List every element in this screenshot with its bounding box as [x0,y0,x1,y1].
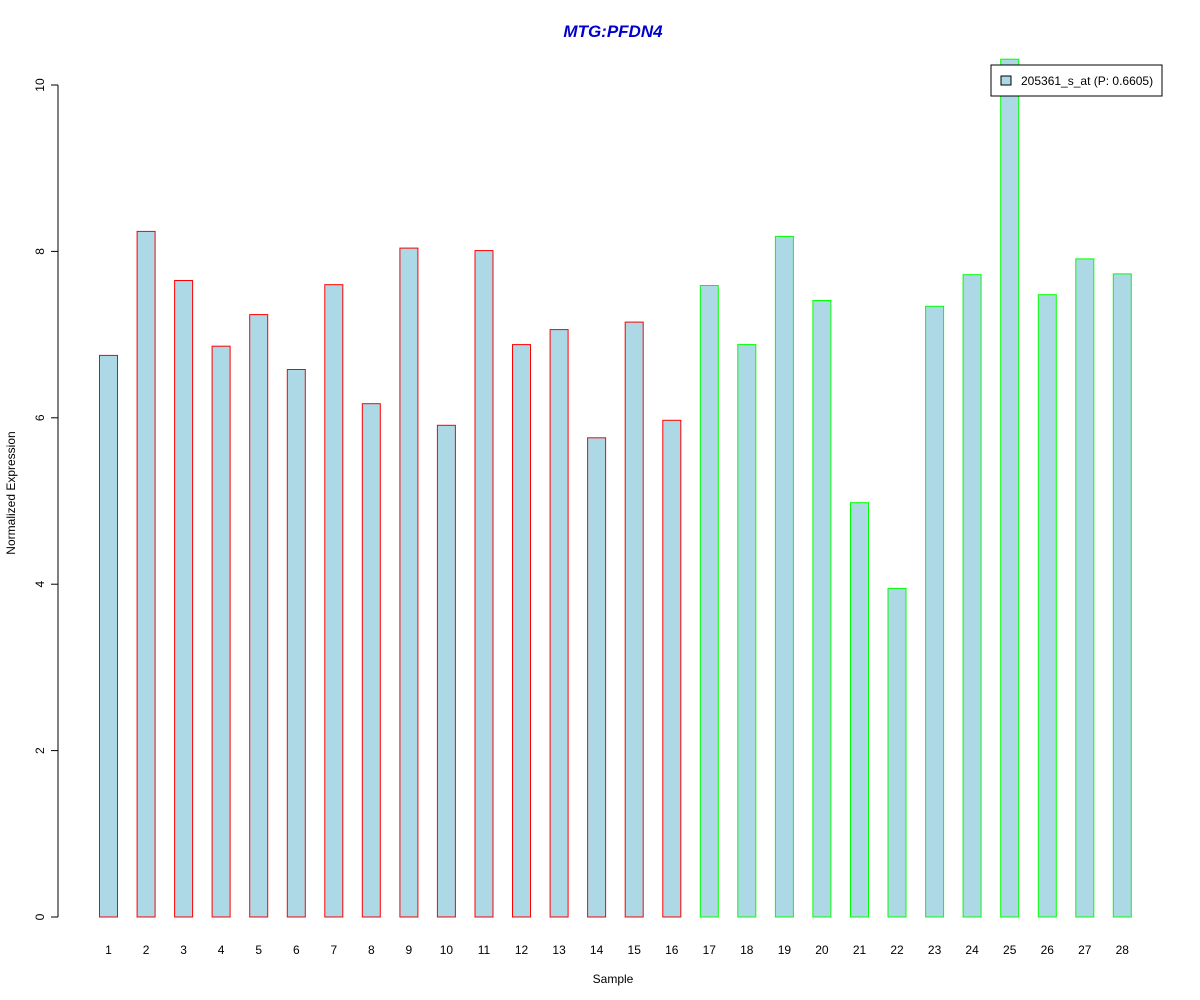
bar-sample-4 [211,345,231,918]
bar-sample-20 [812,300,832,918]
bar-sample-28 [1112,273,1132,918]
x-tick-label: 22 [890,943,904,957]
x-tick-label: 27 [1078,943,1092,957]
y-tick-label: 0 [33,913,47,920]
x-tick-label: 19 [778,943,792,957]
x-tick-label: 3 [180,943,187,957]
x-tick-label: 10 [440,943,454,957]
x-tick-label: 7 [330,943,337,957]
x-tick-label: 20 [815,943,829,957]
y-tick-label: 6 [33,414,47,421]
y-tick-label: 2 [33,747,47,754]
bar-sample-18 [737,344,757,918]
y-axis: 0 2 4 6 8 10 [33,78,59,920]
bar-sample-3 [174,280,194,918]
bar-sample-14 [587,437,607,918]
bar-sample-1 [99,354,118,918]
y-tick-label: 8 [33,248,47,255]
x-tick-label: 24 [965,943,979,957]
bar-sample-21 [850,502,869,918]
y-tick-label: 4 [33,581,47,588]
legend-swatch [1000,75,1012,86]
bar-sample-6 [286,369,306,918]
x-tick-label: 1 [105,943,112,957]
bar-sample-9 [399,247,419,918]
x-tick-label: 13 [552,943,566,957]
x-tick-label: 18 [740,943,754,957]
bar-sample-19 [774,235,794,918]
legend-box [990,64,1163,97]
x-tick-label: 28 [1116,943,1130,957]
x-tick-label: 6 [293,943,300,957]
bar-sample-12 [512,344,531,918]
x-tick-label: 16 [665,943,679,957]
bar-sample-13 [549,329,569,918]
legend: 205361_s_at (P: 0.6605) [990,64,1163,97]
x-tick-label: 9 [406,943,413,957]
bar-sample-24 [962,274,982,918]
legend-label: 205361_s_at (P: 0.6605) [1021,74,1153,88]
x-tick-label: 25 [1003,943,1017,957]
bar-sample-7 [324,284,344,918]
bar-sample-26 [1037,294,1057,918]
bar-sample-23 [925,305,945,918]
chart-title: MTG:PFDN4 [563,22,663,41]
x-tick-label: 2 [143,943,150,957]
y-axis-title: Normalized Expression [4,431,18,554]
bar-sample-8 [361,403,381,918]
bar-sample-11 [474,250,494,918]
bar-sample-22 [887,587,907,918]
x-tick-label: 15 [628,943,642,957]
x-axis-tick-labels: 1 2 3 4 5 6 7 8 9 10 11 12 13 14 15 16 17 18 19 20 21 22 23 24 2… [105,943,1129,957]
bar-sample-15 [624,321,644,918]
x-tick-label: 14 [590,943,604,957]
x-tick-label: 5 [255,943,262,957]
x-tick-label: 4 [218,943,225,957]
bars [99,58,1132,918]
bar-sample-25 [1000,58,1020,918]
x-tick-label: 26 [1041,943,1055,957]
x-tick-label: 12 [515,943,529,957]
bar-sample-17 [699,285,719,918]
bar-sample-27 [1075,258,1095,918]
y-tick-label: 10 [33,78,47,92]
x-tick-label: 17 [703,943,717,957]
bar-sample-10 [436,424,456,918]
x-tick-label: 8 [368,943,375,957]
x-tick-label: 11 [478,943,491,957]
x-tick-label: 23 [928,943,942,957]
bar-sample-5 [249,314,269,918]
x-tick-label: 21 [853,943,867,957]
bar-sample-16 [662,419,682,918]
bar-sample-2 [136,230,156,918]
x-axis-title: Sample [593,972,634,986]
